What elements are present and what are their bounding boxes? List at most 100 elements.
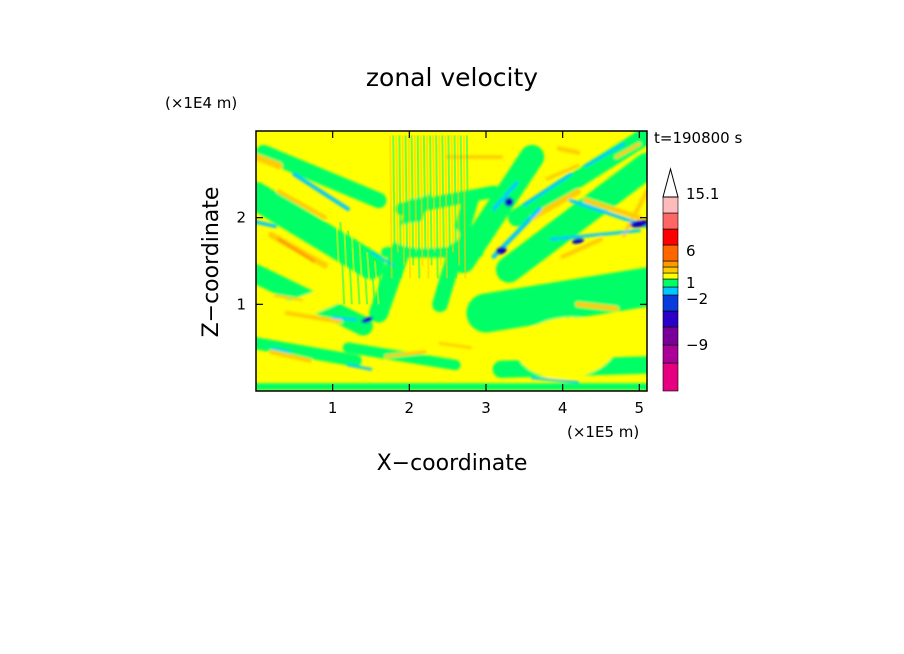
contour-band [530, 376, 580, 384]
contour-band [276, 189, 328, 220]
y-unit-label: (×1E4 m) [165, 94, 237, 112]
striation [435, 135, 439, 279]
colorbar-segment [662, 344, 679, 364]
striation [422, 135, 427, 253]
x-tick-label: 1 [328, 399, 338, 417]
striation [377, 265, 384, 305]
striation [456, 135, 461, 266]
contour-band [450, 144, 545, 274]
colorbar-arrow [662, 167, 679, 198]
contour-blob [630, 219, 647, 228]
contour-band [277, 237, 316, 263]
contour-band [384, 350, 427, 359]
contour-band [575, 301, 619, 312]
contour-blob [504, 197, 514, 207]
contour-blob [571, 238, 585, 244]
contour-band [583, 197, 642, 221]
contour-band [508, 131, 647, 227]
contour-band [269, 349, 312, 363]
striation [432, 135, 436, 253]
striation [350, 234, 357, 305]
contour-band [560, 237, 604, 259]
contour-band [369, 251, 396, 267]
striation [438, 135, 442, 266]
colorbar-segment [662, 228, 679, 246]
contour-band [528, 188, 582, 221]
striation [366, 252, 372, 305]
striation [450, 135, 455, 253]
x-tick-label: 5 [635, 399, 645, 417]
colorbar-segment [662, 260, 679, 268]
striation [407, 135, 412, 279]
striation [362, 247, 369, 305]
contour-band [466, 267, 647, 333]
contour-band [549, 229, 641, 241]
colorbar [662, 167, 679, 392]
striation [389, 135, 393, 279]
striation [347, 230, 353, 305]
striation [392, 135, 396, 266]
colorbar-segment [662, 212, 679, 230]
colorbar-segment [662, 326, 679, 346]
striation [358, 243, 365, 305]
striation [335, 217, 342, 305]
striation [444, 135, 448, 279]
y-axis-label: Z−coordinate [199, 187, 224, 338]
x-axis: 1 2 3 4 5 [328, 131, 644, 417]
contour-band [438, 342, 472, 349]
striation [441, 135, 445, 253]
plot-frame [255, 130, 648, 392]
contour-band [491, 181, 519, 211]
striation [419, 135, 424, 266]
contour-band [273, 294, 304, 302]
contour-band [496, 152, 647, 283]
time-label: t=190800 s [654, 129, 742, 147]
striation [343, 226, 349, 305]
colorbar-label: −9 [686, 336, 708, 354]
x-axis-label: X−coordinate [377, 451, 528, 476]
striation [373, 260, 380, 305]
chart-title: zonal velocity [366, 63, 538, 92]
colorbar-segment [662, 272, 679, 280]
striations [335, 135, 470, 305]
contour-band [545, 163, 580, 181]
colorbar-segment [662, 286, 679, 296]
striation [410, 135, 415, 266]
contour-band [346, 363, 373, 371]
x-tick-label: 3 [481, 399, 491, 417]
contour-band [331, 316, 357, 322]
striation [459, 135, 464, 253]
colorbar-segment [662, 310, 679, 328]
striation [398, 135, 402, 279]
colorbar-segment [662, 244, 679, 262]
x-tick-label: 4 [558, 399, 568, 417]
striation [416, 135, 421, 279]
x-unit-label: (×1E5 m) [567, 423, 639, 441]
contour-band [556, 146, 581, 155]
y-axis: 12 [236, 209, 647, 313]
contour-band [614, 142, 642, 159]
colorbar-label: −2 [686, 290, 708, 308]
contour-band [256, 153, 283, 170]
colorbar-segment [662, 196, 679, 214]
contour-band [270, 346, 292, 354]
contour-band [256, 182, 385, 280]
colorbar-segment [662, 266, 679, 274]
contour-field [256, 131, 647, 391]
x-tick-label: 2 [405, 399, 415, 417]
contour-band [256, 220, 277, 229]
contour-blob [259, 283, 361, 326]
striation [339, 221, 346, 305]
striation [425, 135, 430, 279]
striation [401, 135, 405, 266]
colorbar-label: 1 [686, 274, 696, 292]
contour-band [256, 337, 362, 367]
colorbar-label: 15.1 [686, 185, 719, 203]
contour-blob [516, 317, 617, 379]
striation [465, 135, 470, 266]
colorbar-segment [662, 362, 679, 392]
colorbar-labels: 15.1 6 1−2 −9 [686, 185, 719, 354]
colorbar-segment [662, 278, 679, 288]
contour-band [584, 142, 626, 168]
striation [453, 135, 458, 279]
